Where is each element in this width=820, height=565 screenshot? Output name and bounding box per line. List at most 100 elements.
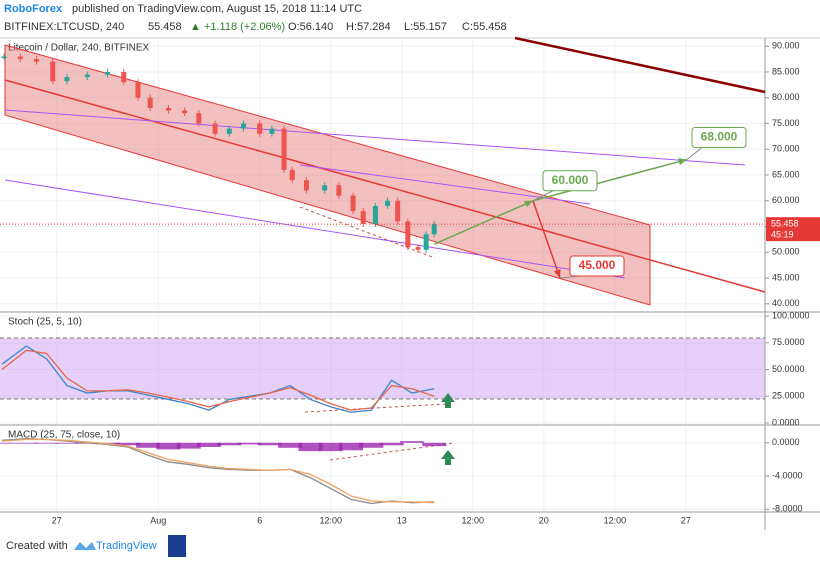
histogram-bar xyxy=(359,442,384,448)
trend-line xyxy=(299,206,436,259)
price: 55.458 xyxy=(148,21,182,33)
x-tick-label: 12:00 xyxy=(319,515,342,525)
x-tick-label: 12:00 xyxy=(462,515,485,525)
candle xyxy=(182,110,188,114)
indicator-line xyxy=(1,437,435,505)
ohlc-close: C:55.458 xyxy=(462,21,507,33)
candle xyxy=(64,77,70,82)
footer-brand[interactable]: TradingView xyxy=(96,540,157,552)
trend-line xyxy=(4,79,766,293)
candle xyxy=(281,128,287,170)
y-tick-label: 50.000 xyxy=(772,247,800,257)
panel-title: MACD (25, 75, close, 10) xyxy=(8,430,120,441)
forecast-arrow xyxy=(433,200,534,245)
candle xyxy=(303,180,309,191)
histogram-bar xyxy=(115,442,140,446)
y-tick-label: 60.000 xyxy=(772,195,800,205)
ohlc-high: H:57.284 xyxy=(346,21,391,33)
histogram-bar xyxy=(422,442,447,447)
candle xyxy=(196,113,202,124)
last-price-label: 55.458 xyxy=(771,219,799,229)
x-tick-label: 6 xyxy=(257,515,262,525)
target-box xyxy=(542,170,598,192)
y-tick-label: 85.000 xyxy=(772,66,800,76)
y-tick-label: 45.000 xyxy=(772,272,800,282)
y-tick-label: 90.000 xyxy=(772,41,800,51)
x-tick-label: 12:00 xyxy=(604,515,627,525)
y-tick-label: 100.0000 xyxy=(772,311,810,321)
candle xyxy=(423,234,429,250)
callout-line xyxy=(532,190,554,202)
y-tick-label: 65.000 xyxy=(772,169,800,179)
up-arrow xyxy=(441,393,455,408)
change: ▲ +1.118 (+2.06%) xyxy=(190,21,285,33)
callout-line xyxy=(686,147,703,160)
published: published on TradingView.com, August 15,… xyxy=(72,3,362,15)
y-tick-label: 80.000 xyxy=(772,92,800,102)
target-label: 45.000 xyxy=(579,258,616,272)
candle xyxy=(257,123,263,134)
divergence-line xyxy=(304,403,446,413)
candle xyxy=(269,128,275,134)
y-tick-label: -8.0000 xyxy=(772,504,803,514)
candle xyxy=(105,71,111,75)
target-label: 68.000 xyxy=(701,130,738,144)
candle xyxy=(1,56,7,58)
trend-line xyxy=(4,109,746,166)
candle xyxy=(17,56,23,60)
indicator-line xyxy=(1,438,435,504)
target-label: 60.000 xyxy=(552,173,589,187)
candle xyxy=(226,128,232,134)
x-tick-label: Aug xyxy=(150,515,166,525)
forecast-arrow xyxy=(532,200,561,279)
trend-line xyxy=(299,164,591,205)
y-tick-label: 25.0000 xyxy=(772,391,805,401)
histogram-bar xyxy=(298,442,323,452)
footer-created: Created with xyxy=(6,540,68,552)
y-tick-label: -4.0000 xyxy=(772,470,803,480)
candle xyxy=(34,59,40,62)
candle xyxy=(431,224,437,235)
target-box xyxy=(691,127,747,149)
candle xyxy=(147,97,153,109)
candle xyxy=(50,61,56,82)
arrow-head xyxy=(678,158,687,166)
y-tick-label: 75.000 xyxy=(772,118,800,128)
candle xyxy=(322,185,328,191)
candle xyxy=(415,247,421,250)
candle xyxy=(336,185,342,196)
x-tick-label: 13 xyxy=(397,515,407,525)
overlay: 27 Aug 6 12:00 13 12:00 20 12:00 27 90.000 85.000 8… xyxy=(0,36,820,525)
histogram-bar xyxy=(34,442,59,444)
histogram-bar xyxy=(197,442,222,447)
logo xyxy=(168,535,186,557)
arrow-head xyxy=(524,200,533,208)
histogram-bar xyxy=(318,442,343,452)
histogram-bar xyxy=(399,441,424,443)
stoch-band xyxy=(0,338,765,399)
last-price-tag xyxy=(766,217,820,242)
candle xyxy=(395,200,401,222)
histogram-bar xyxy=(379,442,404,446)
candle xyxy=(212,123,218,134)
candle xyxy=(360,211,366,224)
y-tick-label: 75.0000 xyxy=(772,337,805,347)
ohlc-open: O:56.140 xyxy=(288,21,333,33)
histogram-bar xyxy=(54,442,79,444)
ohlc-low: L:55.157 xyxy=(404,21,447,33)
y-tick-label: 0.0000 xyxy=(772,417,800,427)
y-tick-label: 40.000 xyxy=(772,298,800,308)
x-tick-label: 27 xyxy=(681,515,691,525)
trend-line xyxy=(514,36,766,94)
candle xyxy=(350,195,356,212)
x-tick-label: 20 xyxy=(539,515,549,525)
countdown: 45:19 xyxy=(771,230,794,240)
y-tick-label: 0.0000 xyxy=(772,437,800,447)
y-tick-label: 70.000 xyxy=(772,144,800,154)
publisher[interactable]: RoboForex xyxy=(4,3,63,15)
up-arrow xyxy=(441,450,455,465)
indicator-line xyxy=(1,349,435,411)
candle xyxy=(135,82,141,98)
